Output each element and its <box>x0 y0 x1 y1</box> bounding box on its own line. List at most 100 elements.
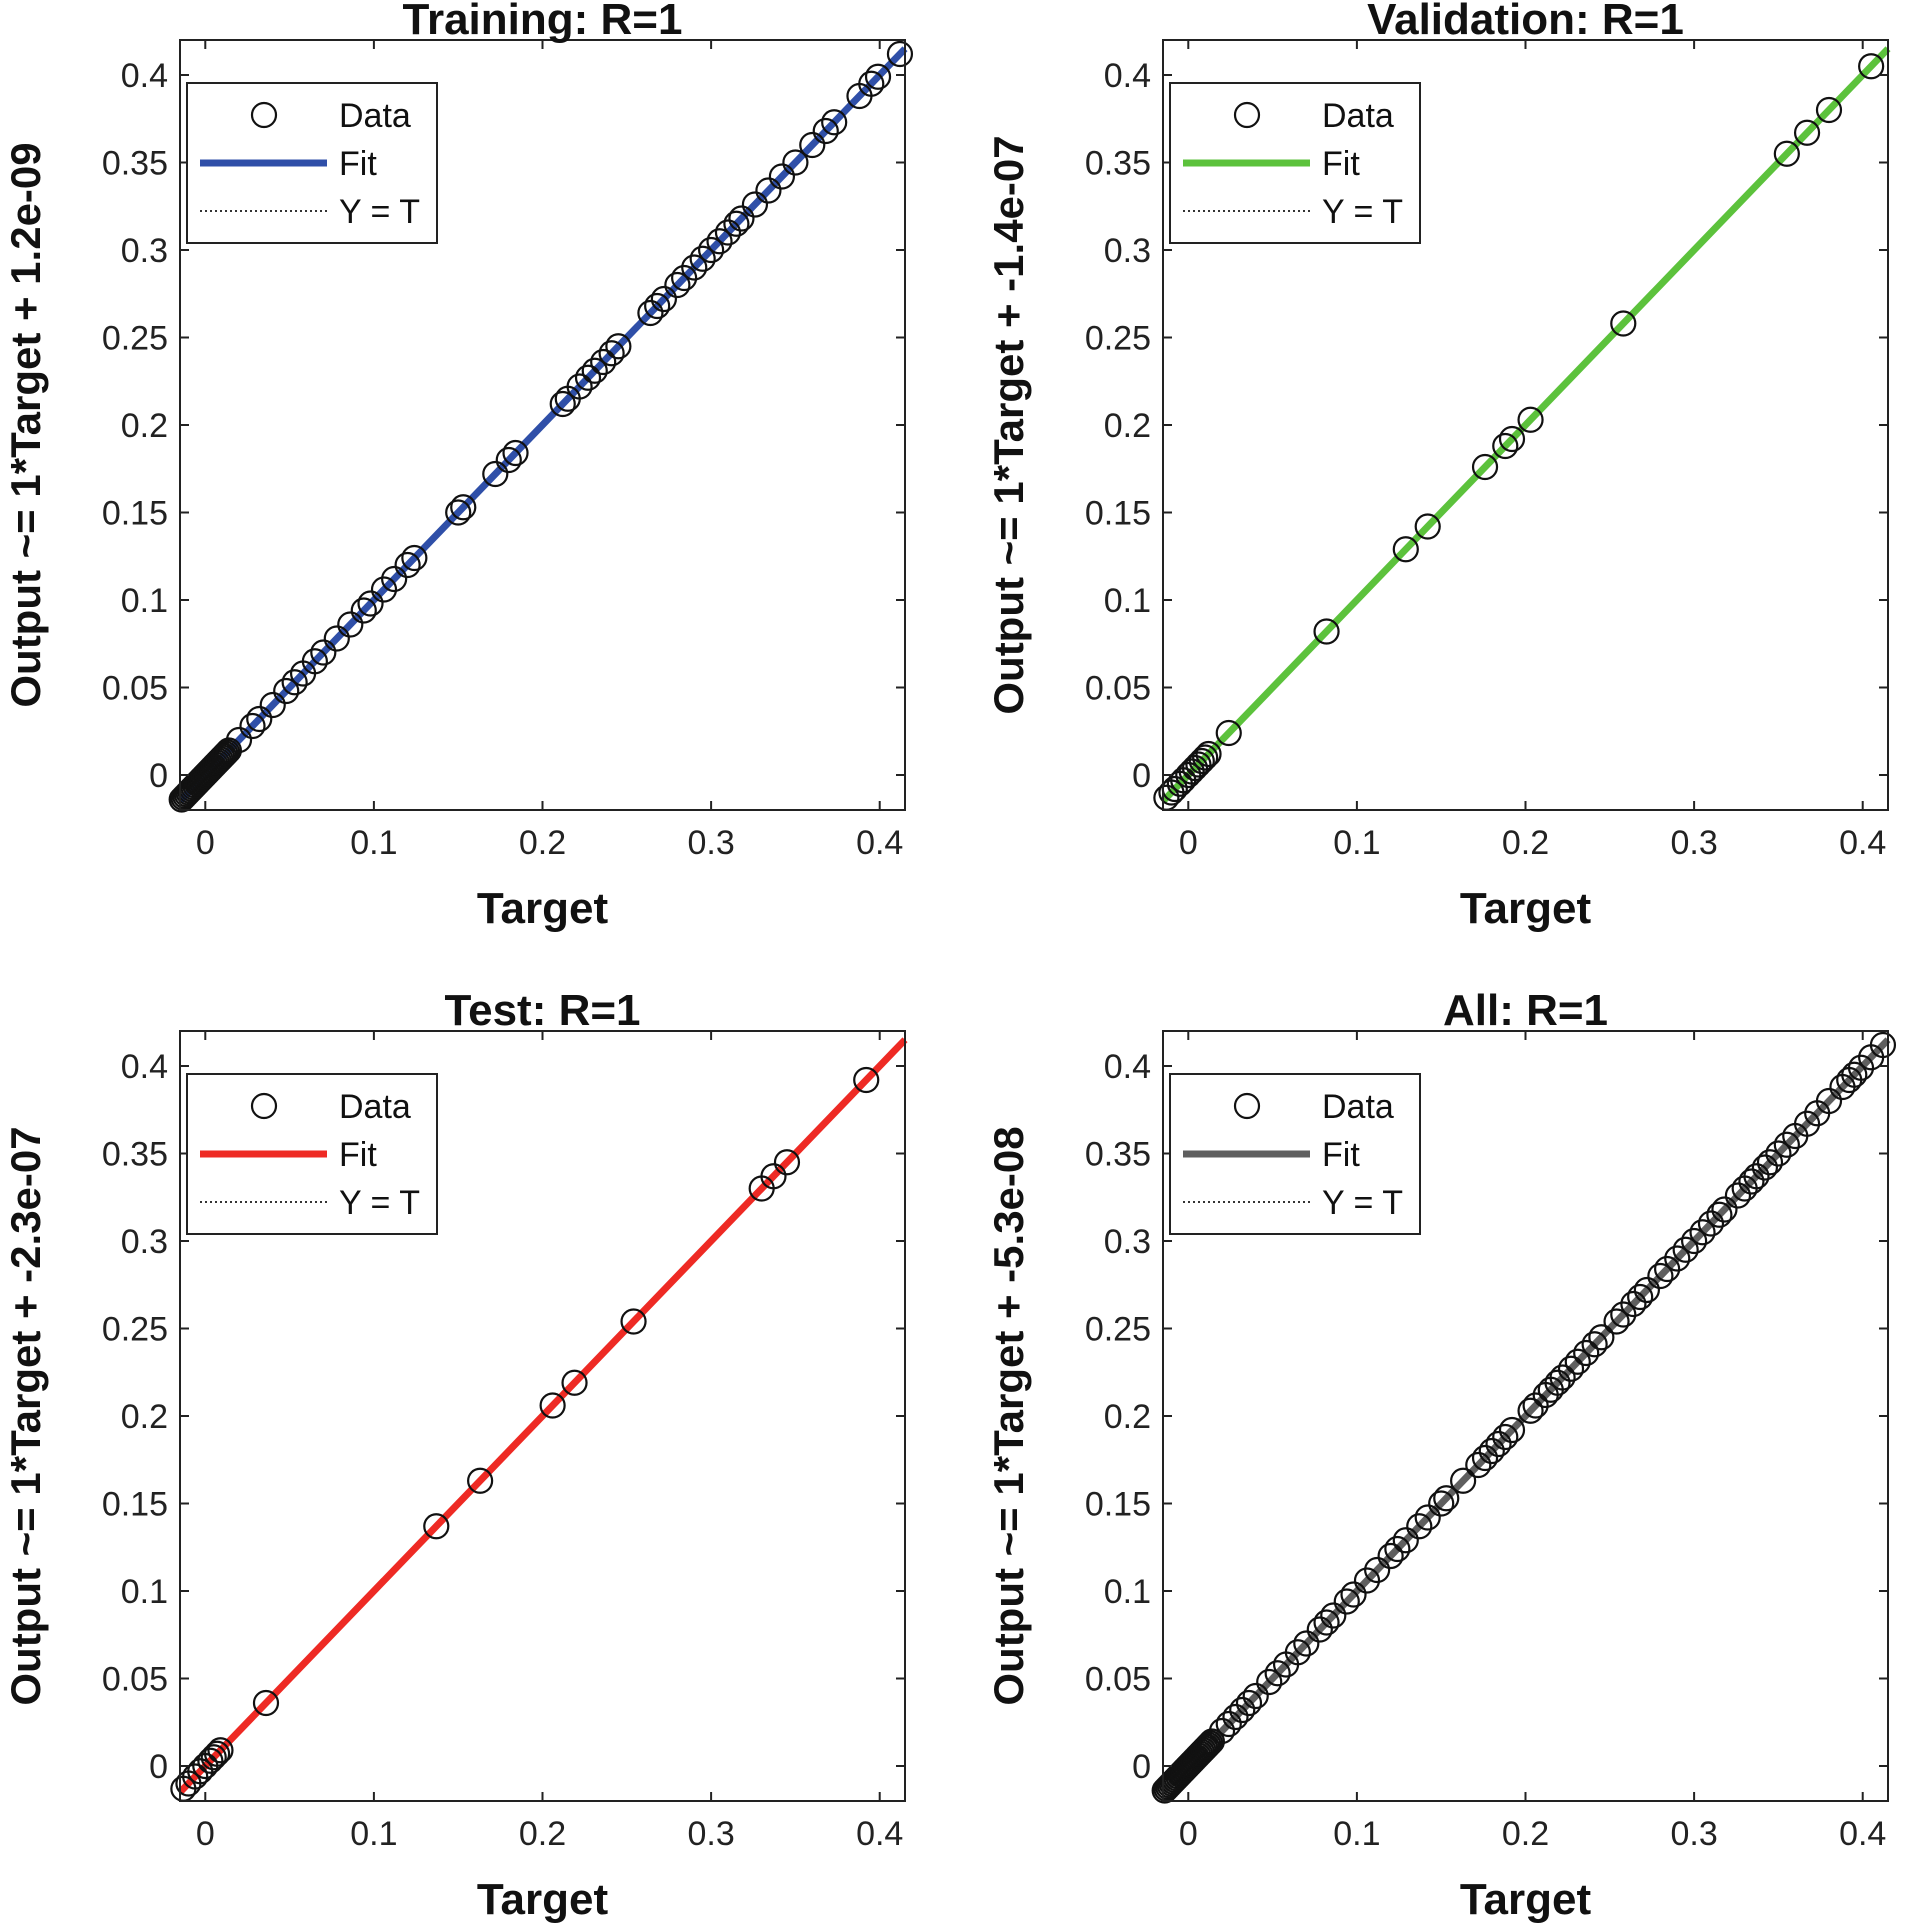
y-tick-label: 0 <box>149 757 168 795</box>
data-point <box>246 705 273 733</box>
legend-identity-label: Y = T <box>1322 193 1403 231</box>
data-point <box>215 737 242 764</box>
x-axis-label: Target <box>477 1875 609 1923</box>
legend-data-label: Data <box>339 97 411 135</box>
data-point <box>450 494 477 521</box>
x-tick-label: 0 <box>196 824 215 862</box>
data-point <box>357 590 384 617</box>
data-point <box>689 245 716 272</box>
data-point <box>273 677 300 705</box>
y-axis-label: Output ~= 1*Target + -5.3e-08 <box>985 1126 1032 1705</box>
data-point <box>1256 1668 1283 1696</box>
legend-fit-label: Fit <box>339 145 377 183</box>
data-point <box>1549 1364 1576 1391</box>
data-point <box>209 744 236 771</box>
data-point <box>281 669 308 696</box>
y-tick-label: 0.3 <box>121 232 168 270</box>
y-tick-label: 0.2 <box>1104 407 1151 445</box>
y-tick-label: 0.35 <box>102 145 168 183</box>
legend: Data Fit Y = T <box>1169 82 1421 244</box>
data-point <box>1815 96 1843 124</box>
data-point <box>773 1149 801 1176</box>
data-point <box>1765 1140 1792 1167</box>
data-point <box>1773 1131 1800 1158</box>
x-tick-label: 0.3 <box>687 1815 734 1853</box>
y-tick-label: 0.4 <box>121 57 168 95</box>
data-point <box>1603 1308 1630 1335</box>
data-point <box>812 117 839 145</box>
data-point <box>637 299 664 327</box>
x-tick-label: 0.2 <box>1502 1815 1549 1853</box>
data-point <box>714 219 742 246</box>
data-point <box>1743 1163 1770 1190</box>
data-point <box>1793 119 1821 146</box>
data-point <box>1353 1567 1381 1594</box>
data-point <box>1738 1168 1765 1195</box>
data-point <box>1377 1542 1404 1570</box>
data-point <box>1564 1348 1591 1375</box>
legend-data-marker <box>250 1092 278 1120</box>
x-tick-label: 0 <box>196 1815 215 1853</box>
chart-title: Training: R=1 <box>403 0 683 44</box>
y-tick-label: 0.35 <box>1085 1136 1151 1174</box>
legend-data-marker <box>1233 1092 1261 1120</box>
data-point <box>886 40 914 68</box>
data-point <box>1215 1710 1242 1738</box>
panel-all: 0 0.1 0.2 0.3 0.4 0 0.05 0.1 0.15 0.2 0.25 0.3 0.35 0… <box>985 986 1897 1923</box>
data-point <box>225 726 253 754</box>
data-point <box>1178 758 1205 785</box>
data-point <box>1320 1602 1347 1629</box>
chart-title: Validation: R=1 <box>1367 0 1684 44</box>
x-tick-label: 0 <box>1179 824 1198 862</box>
data-point <box>681 254 708 281</box>
y-tick-label: 0.05 <box>1085 670 1151 708</box>
data-point <box>723 210 750 237</box>
data-point <box>1414 1504 1441 1531</box>
data-point <box>1195 740 1222 768</box>
data-point <box>768 163 796 190</box>
x-tick-label: 0.3 <box>1670 824 1717 862</box>
data-point <box>1588 1324 1615 1351</box>
data-point <box>337 611 364 638</box>
data-point <box>445 499 472 526</box>
data-point <box>1620 1290 1647 1318</box>
data-point <box>212 740 239 768</box>
fit-line <box>177 46 908 804</box>
data-point <box>1544 1369 1571 1396</box>
data-point <box>671 264 698 292</box>
data-point <box>423 1513 450 1540</box>
data-point <box>1573 1339 1600 1367</box>
y-tick-label: 0.3 <box>121 1223 168 1261</box>
chart-title: Test: R=1 <box>444 986 640 1035</box>
data-point <box>650 285 677 313</box>
y-tick-label: 0.1 <box>121 1573 168 1611</box>
data-point <box>1392 1527 1419 1554</box>
data-point <box>1450 1467 1477 1494</box>
y-tick-label: 0.35 <box>102 1136 168 1174</box>
y-tick-label: 0.4 <box>121 1048 168 1086</box>
data-point <box>590 348 617 376</box>
panel-test: 0 0.1 0.2 0.3 0.4 0 0.05 0.1 0.15 0.2 0.25 0.3 0.35 0… <box>2 986 908 1923</box>
data-point <box>566 373 593 400</box>
x-tick-label: 0.1 <box>350 824 397 862</box>
data-point <box>210 742 237 769</box>
x-axis-label: Target <box>1460 1875 1592 1923</box>
data-point <box>1313 1609 1340 1636</box>
data-point <box>1581 1331 1608 1358</box>
y-tick-label: 0.4 <box>1104 1048 1151 1086</box>
data-point <box>207 1737 234 1764</box>
data-point <box>1293 1630 1320 1657</box>
data-point <box>467 1467 494 1494</box>
data-point <box>549 390 576 418</box>
data-point <box>1724 1182 1752 1209</box>
data-point <box>1364 1556 1391 1584</box>
fit-line <box>177 1037 908 1795</box>
data-point <box>394 551 421 579</box>
data-point <box>1433 1485 1460 1512</box>
y-tick-label: 0 <box>1132 757 1151 795</box>
data-point <box>252 1689 280 1717</box>
data-point <box>1384 1535 1411 1563</box>
y-tick-label: 0.1 <box>1104 582 1151 620</box>
data-point <box>381 565 408 593</box>
